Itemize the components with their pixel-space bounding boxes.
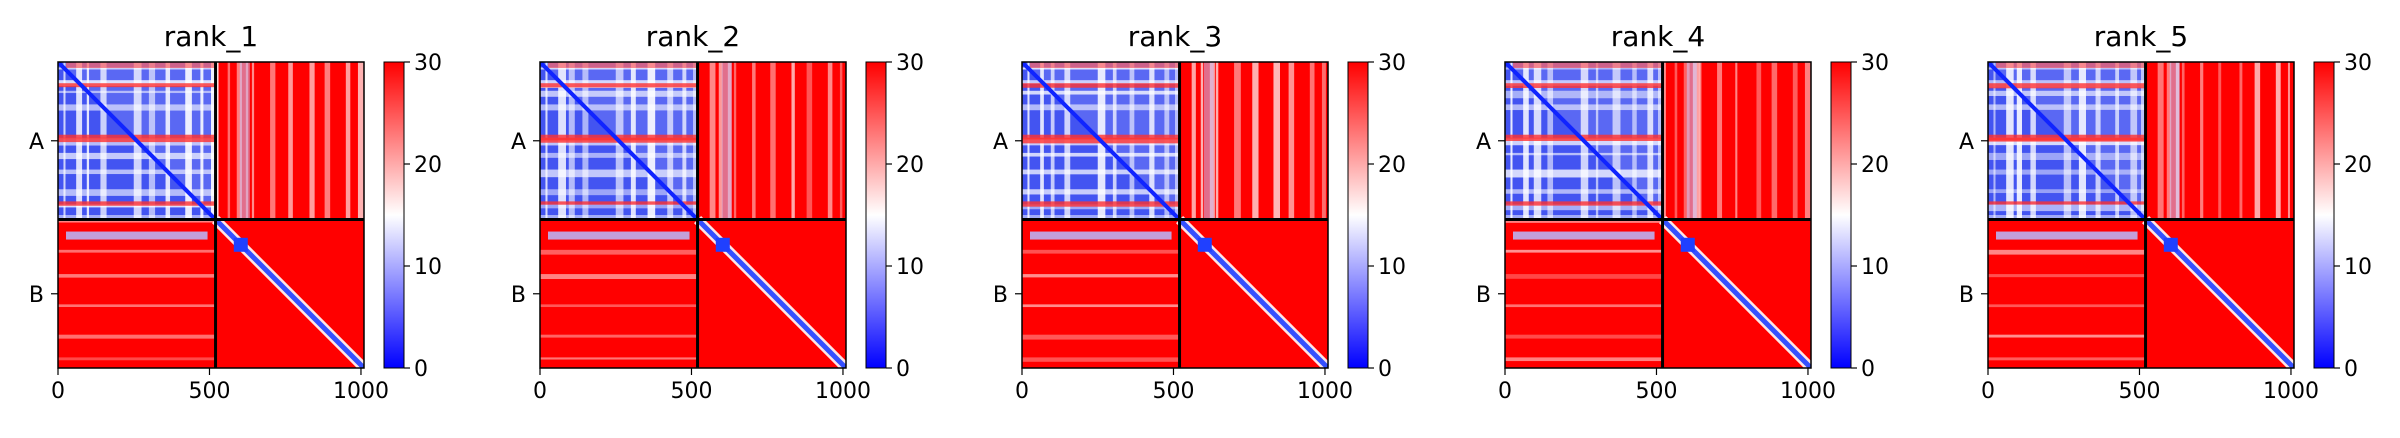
colorbar-tick-label: 10 xyxy=(414,255,442,280)
pae-panel-5: rank_5 0 500 1000 A B 0 10 20 30 xyxy=(1959,20,2372,404)
pae-heatmap xyxy=(58,62,364,368)
x-tick-label: 0 xyxy=(533,379,547,404)
pae-heatmap xyxy=(1022,62,1328,368)
chain-b-domain xyxy=(1197,237,1212,252)
x-tick-label: 500 xyxy=(1152,379,1194,404)
panel-title: rank_2 xyxy=(646,20,740,53)
x-tick-label: 500 xyxy=(670,379,712,404)
x-tick-label: 1000 xyxy=(815,379,871,404)
x-tick-label: 0 xyxy=(1981,379,1995,404)
colorbar-tick-label: 20 xyxy=(2344,153,2372,178)
chain-label-a: A xyxy=(1959,130,1974,155)
axes-frame xyxy=(1021,61,1329,369)
axes-frame xyxy=(1504,61,1812,369)
colorbar-tick-label: 0 xyxy=(1861,357,1875,382)
colorbar xyxy=(383,61,405,369)
chain-label-b: B xyxy=(511,283,526,308)
x-tick-label: 500 xyxy=(1635,379,1677,404)
chain-label-a: A xyxy=(993,130,1008,155)
colorbar xyxy=(865,61,887,369)
chain-label-b: B xyxy=(993,283,1008,308)
panel-title: rank_5 xyxy=(2094,20,2188,53)
chain-label-b: B xyxy=(1959,283,1974,308)
chain-a-diagonal xyxy=(1505,62,1664,221)
pae-panel-1: rank_1 0 500 1000 A B 0 10 20 30 xyxy=(29,20,442,404)
pae-panel-4: rank_4 0 500 1000 A B 0 10 20 30 xyxy=(1476,20,1889,404)
colorbar-tick-label: 20 xyxy=(1861,153,1889,178)
chain-label-a: A xyxy=(29,130,44,155)
x-tick-label: 0 xyxy=(1498,379,1512,404)
pae-heatmap xyxy=(540,62,846,368)
chain-b-domain xyxy=(233,237,248,252)
axes-frame xyxy=(539,61,847,369)
colorbar-tick-label: 0 xyxy=(1378,357,1392,382)
chain-a-diagonal xyxy=(1988,62,2147,221)
panel-title: rank_3 xyxy=(1128,20,1222,53)
chain-label-a: A xyxy=(1476,130,1491,155)
colorbar-tick-label: 20 xyxy=(896,153,924,178)
colorbar-tick-label: 10 xyxy=(1378,255,1406,280)
colorbar-tick-label: 10 xyxy=(1861,255,1889,280)
axes-frame xyxy=(1987,61,2295,369)
chain-b-domain xyxy=(1680,237,1695,252)
colorbar-tick-label: 0 xyxy=(2344,357,2358,382)
colorbar xyxy=(1347,61,1369,369)
colorbar-tick-label: 0 xyxy=(896,357,910,382)
x-tick-label: 1000 xyxy=(333,379,389,404)
colorbar-tick-label: 30 xyxy=(1861,51,1889,76)
x-tick-label: 500 xyxy=(2118,379,2160,404)
x-tick-label: 1000 xyxy=(1780,379,1836,404)
colorbar-tick-label: 10 xyxy=(2344,255,2372,280)
axes-frame xyxy=(57,61,365,369)
colorbar-tick-label: 0 xyxy=(414,357,428,382)
chain-a-diagonal xyxy=(540,62,699,221)
chain-a-diagonal xyxy=(58,62,217,221)
chain-a-diagonal xyxy=(1022,62,1181,221)
panel-title: rank_1 xyxy=(164,20,258,53)
chain-label-a: A xyxy=(511,130,526,155)
colorbar-tick-label: 30 xyxy=(414,51,442,76)
panel-title: rank_4 xyxy=(1611,20,1705,53)
chain-b-domain xyxy=(715,237,730,252)
colorbar-tick-label: 30 xyxy=(2344,51,2372,76)
colorbar-tick-label: 20 xyxy=(1378,153,1406,178)
chain-label-b: B xyxy=(29,283,44,308)
colorbar xyxy=(1830,61,1852,369)
x-tick-label: 0 xyxy=(1015,379,1029,404)
chain-b-domain xyxy=(2163,237,2178,252)
chain-label-b: B xyxy=(1476,283,1491,308)
colorbar-tick-label: 10 xyxy=(896,255,924,280)
colorbar-tick-label: 30 xyxy=(896,51,924,76)
x-tick-label: 1000 xyxy=(2263,379,2319,404)
pae-panel-2: rank_2 0 500 1000 A B 0 10 20 30 xyxy=(511,20,924,404)
colorbar-tick-label: 30 xyxy=(1378,51,1406,76)
x-tick-label: 1000 xyxy=(1297,379,1353,404)
x-tick-label: 500 xyxy=(188,379,230,404)
x-tick-label: 0 xyxy=(51,379,65,404)
colorbar-tick-label: 20 xyxy=(414,153,442,178)
pae-panel-3: rank_3 0 500 1000 A B 0 10 20 30 xyxy=(993,20,1406,404)
pae-heatmap xyxy=(1988,62,2294,368)
colorbar xyxy=(2313,61,2335,369)
pae-heatmap xyxy=(1505,62,1811,368)
